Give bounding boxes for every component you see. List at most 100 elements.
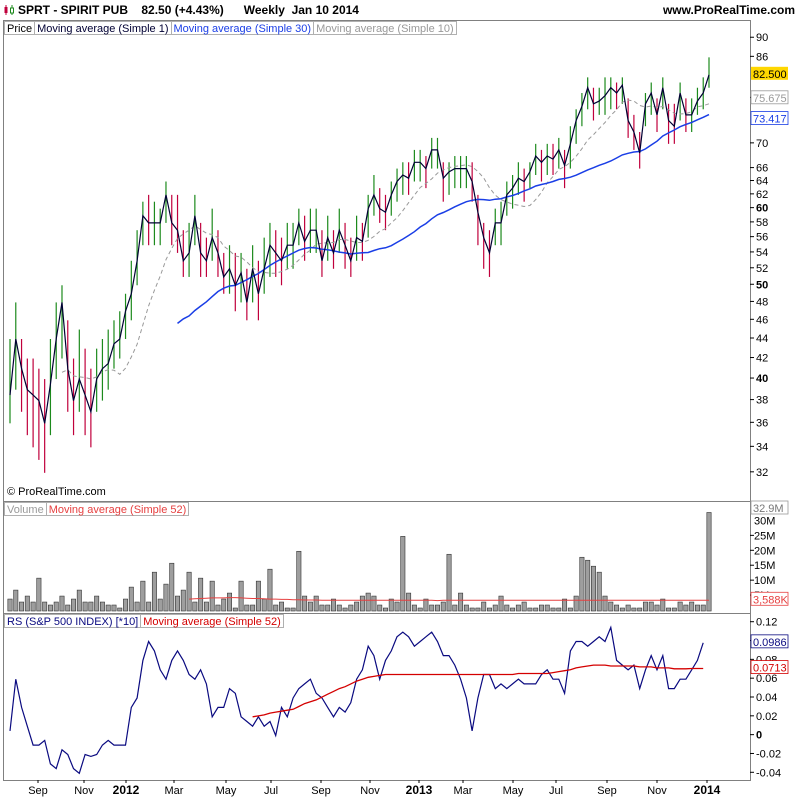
price-tick-label: 62 bbox=[756, 189, 768, 201]
volume-bar bbox=[492, 604, 498, 612]
volume-bar bbox=[94, 595, 100, 612]
site-link[interactable]: www.ProRealTime.com bbox=[662, 3, 795, 17]
volume-bar bbox=[539, 604, 544, 612]
ma30-line bbox=[177, 113, 710, 324]
price-tick-label: 34 bbox=[756, 441, 768, 453]
rs-tick-label: -0.04 bbox=[756, 767, 781, 779]
rs-tick-label: 0.04 bbox=[756, 692, 777, 704]
volume-bar bbox=[406, 592, 412, 612]
price-tick-label: 36 bbox=[756, 417, 768, 429]
x-tick-label: 2014 bbox=[694, 783, 721, 797]
volume-bar bbox=[417, 607, 423, 612]
rs-panel: RS (S&P 500 INDEX) [*10] Moving average … bbox=[3, 613, 751, 781]
volume-bar bbox=[198, 577, 204, 612]
volume-bar bbox=[232, 607, 238, 612]
price-change: 82.50 (+4.43%) bbox=[141, 3, 224, 17]
volume-bar bbox=[544, 604, 550, 612]
volume-bar bbox=[625, 604, 631, 612]
volume-bar bbox=[481, 601, 487, 612]
price-tick-label: 64 bbox=[756, 176, 768, 188]
volume-bar bbox=[515, 604, 521, 612]
volume-bar bbox=[550, 607, 556, 612]
price-tick-label: 48 bbox=[756, 296, 768, 308]
legend-price[interactable]: Price bbox=[4, 21, 36, 35]
vol-tick-label: 15M bbox=[754, 560, 775, 572]
volume-bar bbox=[683, 604, 689, 612]
ma1-line bbox=[9, 74, 710, 424]
volume-bar bbox=[556, 607, 562, 612]
price-tick-label: 70 bbox=[756, 138, 768, 150]
legend-ma30[interactable]: Moving average (Simple 30) bbox=[170, 21, 315, 35]
volume-bar bbox=[209, 580, 215, 612]
copyright-text: © ProRealTime.com bbox=[7, 486, 106, 498]
volume-bar bbox=[700, 604, 706, 612]
ma10-last-label: 75.675 bbox=[753, 93, 787, 105]
volume-chart[interactable] bbox=[4, 502, 750, 613]
volume-bar bbox=[585, 559, 591, 612]
x-tick-label: Nov bbox=[647, 785, 667, 797]
volume-bar bbox=[255, 580, 261, 612]
legend-rs-ma[interactable]: Moving average (Simple 52) bbox=[140, 614, 284, 628]
volume-bar bbox=[342, 607, 348, 612]
volume-bar bbox=[105, 604, 111, 612]
volume-bar bbox=[128, 586, 134, 612]
period-label: Weekly bbox=[243, 3, 285, 17]
rs-tick-label: 0.02 bbox=[756, 711, 777, 723]
rs-line bbox=[9, 625, 704, 775]
x-tick-label: Jul bbox=[264, 785, 278, 797]
price-axis: 9086787066646260585654525048464442403836… bbox=[750, 32, 789, 479]
volume-bar bbox=[261, 598, 267, 612]
volume-bar bbox=[527, 607, 533, 612]
vol-ma-last-label-box bbox=[750, 591, 789, 606]
volume-bar bbox=[284, 607, 290, 612]
price-tick-label: 42 bbox=[756, 353, 768, 365]
volume-bar bbox=[19, 601, 25, 612]
x-tick-label: Mar bbox=[165, 785, 184, 797]
volume-bar bbox=[117, 607, 123, 612]
volume-bar bbox=[504, 604, 510, 612]
volume-bar bbox=[487, 607, 492, 612]
volume-bar bbox=[123, 598, 129, 612]
volume-bar bbox=[53, 601, 59, 612]
legend-rs[interactable]: RS (S&P 500 INDEX) [*10] bbox=[4, 614, 142, 628]
ma10-line bbox=[61, 99, 710, 380]
price-chart[interactable] bbox=[4, 21, 750, 501]
volume-bar bbox=[562, 598, 568, 612]
volume-bar bbox=[521, 601, 527, 612]
rs-tick-label: 0 bbox=[756, 730, 762, 742]
volume-bar bbox=[371, 595, 377, 612]
volume-bar bbox=[377, 604, 383, 612]
volume-bar bbox=[290, 607, 296, 612]
price-tick-label: 32 bbox=[756, 467, 768, 479]
legend-volume[interactable]: Volume bbox=[4, 502, 47, 516]
legend-vol-ma[interactable]: Moving average (Simple 52) bbox=[45, 502, 190, 516]
symbol-name: SPRT - SPIRIT PUB bbox=[18, 3, 129, 17]
volume-bar bbox=[596, 571, 602, 612]
volume-bar bbox=[498, 595, 504, 612]
volume-bar bbox=[244, 604, 250, 612]
volume-bar bbox=[429, 604, 435, 612]
volume-bar bbox=[694, 604, 700, 612]
volume-bar bbox=[296, 550, 302, 612]
volume-bar bbox=[359, 595, 365, 612]
volume-bar bbox=[186, 571, 192, 612]
price-tick-label: 56 bbox=[756, 232, 768, 244]
rs-chart[interactable] bbox=[4, 614, 750, 780]
volume-bar bbox=[602, 595, 608, 612]
x-tick-label: Jul bbox=[549, 785, 563, 797]
price-tick-label: 50 bbox=[756, 279, 768, 291]
volume-bar bbox=[227, 592, 232, 612]
volume-bar bbox=[111, 604, 117, 612]
volume-bar bbox=[637, 607, 643, 612]
volume-bar bbox=[325, 604, 331, 612]
legend-ma10[interactable]: Moving average (Simple 10) bbox=[313, 21, 457, 35]
rs-tick-label: -0.02 bbox=[756, 748, 781, 760]
volume-bar bbox=[146, 601, 152, 612]
candlestick-icon bbox=[4, 5, 14, 15]
price-panel: Price Moving average (Simple 1) Moving a… bbox=[3, 20, 751, 502]
legend-ma1[interactable]: Moving average (Simple 1) bbox=[34, 21, 172, 35]
x-axis: Sep Nov 2012 Mar May Jul Sep Nov 2013 Mar May Jul Se… bbox=[28, 780, 721, 797]
volume-bar bbox=[567, 607, 573, 612]
price-tick-label: 46 bbox=[756, 314, 768, 326]
volume-bar bbox=[279, 601, 284, 612]
